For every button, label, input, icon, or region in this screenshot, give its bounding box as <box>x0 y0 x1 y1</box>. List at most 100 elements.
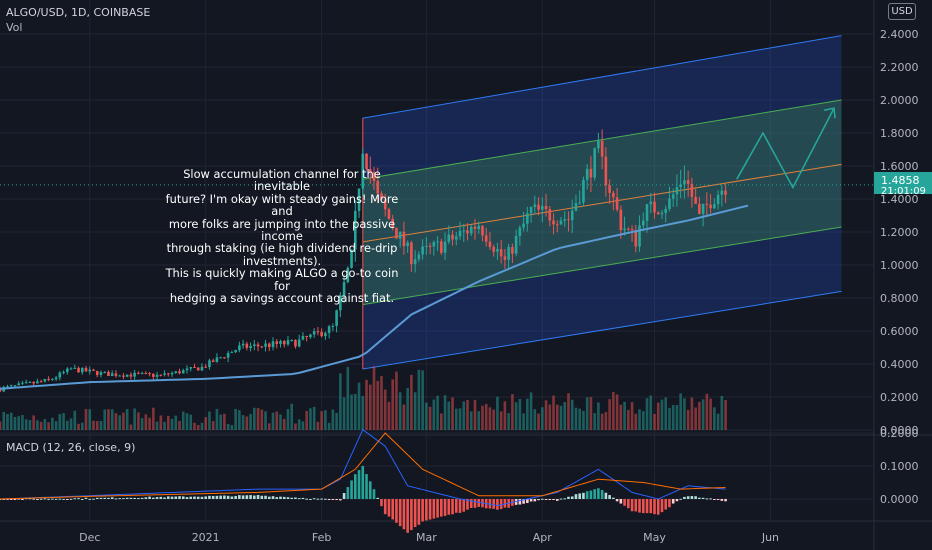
macd-histogram-bar <box>260 495 264 499</box>
volume-bar <box>32 415 35 430</box>
macd-histogram-bar <box>701 497 705 499</box>
macd-histogram-bar <box>297 498 301 500</box>
macd-histogram-bar <box>357 470 361 499</box>
currency-badge[interactable]: USD <box>888 3 916 20</box>
volume-bar <box>690 397 694 430</box>
macd-histogram-bar <box>196 496 200 499</box>
symbol-title[interactable]: ALGO/USD, 1D, COINBASE <box>6 6 151 19</box>
candle-body <box>522 223 525 228</box>
macd-histogram-bar <box>245 495 249 499</box>
macd-histogram-bar <box>395 499 398 523</box>
candle-body <box>54 377 58 380</box>
candle-body <box>77 367 80 373</box>
volume-bar <box>219 414 222 430</box>
candle-body <box>159 374 163 376</box>
candle-body <box>6 386 9 388</box>
macd-histogram-bar <box>316 498 320 500</box>
macd-histogram-bar <box>77 498 80 500</box>
candle-body <box>312 331 316 335</box>
candle-body <box>148 373 151 375</box>
candle-body <box>713 204 716 209</box>
annotation-text[interactable]: Slow accumulation channel for the inevit… <box>165 167 399 306</box>
macd-histogram-bar <box>387 499 391 517</box>
candle-body <box>473 226 477 229</box>
volume-bar <box>84 408 88 430</box>
candle-body <box>140 373 144 375</box>
macd-histogram-bar <box>716 499 720 500</box>
candle-body <box>578 202 581 204</box>
candle-body <box>234 350 237 353</box>
volume-bar <box>170 418 174 430</box>
volume-bar <box>499 411 503 430</box>
candle-body <box>698 203 701 214</box>
macd-histogram-bar <box>13 499 17 500</box>
candle-body <box>593 148 596 178</box>
volume-bar <box>99 421 103 430</box>
macd-histogram-bar <box>95 497 99 499</box>
candle-body <box>488 241 492 247</box>
candle-body <box>226 353 230 358</box>
volume-bar <box>361 395 365 430</box>
volume-bar <box>167 416 170 430</box>
volume-bar <box>204 417 207 430</box>
macd-histogram-bar <box>582 492 585 499</box>
volume-bar <box>462 401 466 430</box>
volume-bar <box>537 413 540 430</box>
candle-body <box>361 153 365 189</box>
macd-histogram-bar <box>686 496 690 499</box>
macd-histogram-bar <box>473 499 477 508</box>
volume-bar <box>484 403 488 430</box>
macd-axis-label: 0.0000 <box>880 493 919 506</box>
macd-histogram-bar <box>660 499 664 513</box>
macd-label[interactable]: MACD (12, 26, close, 9) <box>6 441 136 454</box>
volume-bar <box>43 419 47 430</box>
macd-histogram-bar <box>204 496 207 499</box>
volume-bar <box>66 420 69 430</box>
candle-body <box>155 374 159 377</box>
volume-label[interactable]: Vol <box>6 21 23 34</box>
macd-histogram-bar <box>462 499 466 512</box>
volume-bar <box>443 395 447 430</box>
volume-bar <box>447 401 451 430</box>
candle-body <box>395 228 398 239</box>
volume-bar <box>6 414 9 430</box>
candle-body <box>417 254 421 260</box>
volume-bar <box>526 398 529 430</box>
macd-histogram-bar <box>148 496 151 499</box>
macd-histogram-bar <box>294 497 297 499</box>
macd-histogram-bar <box>413 499 417 528</box>
candle-body <box>301 335 305 340</box>
candle-body <box>36 381 39 384</box>
volume-bar <box>713 407 716 430</box>
macd-histogram-bar <box>230 496 234 499</box>
macd-histogram-bar <box>178 496 181 499</box>
candle-body <box>690 183 694 197</box>
volume-bar <box>178 421 181 430</box>
channel-inner-lower-line <box>362 226 842 306</box>
candle-body <box>518 227 522 236</box>
volume-bar <box>129 424 133 430</box>
macd-histogram-bar <box>170 496 174 499</box>
price-axis-label: 2.0000 <box>880 94 919 107</box>
volume-bar <box>234 408 237 430</box>
candle-body <box>597 140 600 149</box>
macd-histogram-bar <box>578 493 581 499</box>
candle-body <box>181 370 185 374</box>
volume-bar <box>466 400 469 430</box>
volume-bar <box>406 387 409 430</box>
volume-bar <box>226 423 230 430</box>
macd-histogram-bar <box>118 498 121 500</box>
candle-body <box>574 203 578 211</box>
macd-histogram-bar <box>286 497 290 499</box>
macd-histogram-bar <box>32 498 35 500</box>
time-axis-label: Mar <box>416 531 437 544</box>
last-price-value: 1.4858 <box>881 174 920 187</box>
candle-body <box>391 218 394 229</box>
volume-bar <box>103 409 107 430</box>
macd-histogram-bar <box>361 465 365 499</box>
candle-body <box>372 172 376 181</box>
volume-bar <box>159 415 163 430</box>
macd-histogram-bar <box>211 495 215 499</box>
price-axis-label: 1.2000 <box>880 226 919 239</box>
